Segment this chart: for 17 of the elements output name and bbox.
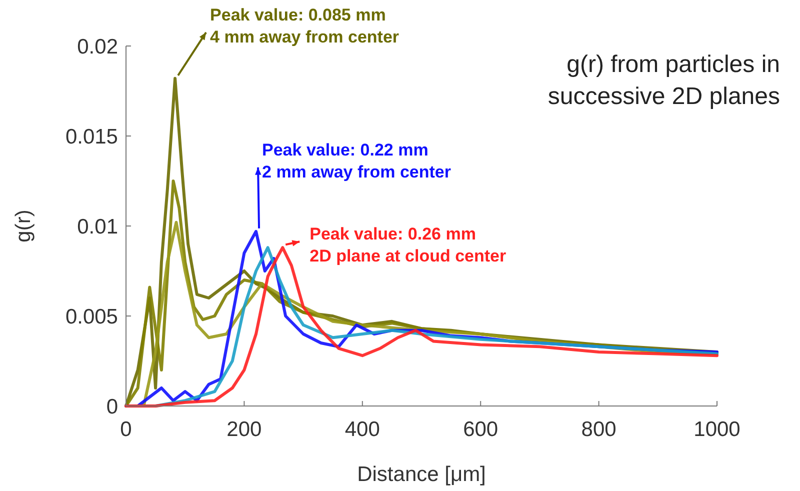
x-tick-label: 600 — [463, 418, 498, 441]
x-tick-label: 400 — [344, 418, 380, 441]
y-tick-label: 0 — [106, 395, 118, 418]
x-tick-label: 800 — [581, 418, 616, 441]
y-tick-label: 0.005 — [65, 305, 118, 328]
y-tick-label: 0.01 — [77, 215, 118, 238]
y-tick-label: 0.015 — [65, 125, 118, 148]
annotation: Peak value: 0.26 mm 2D plane at cloud center — [310, 224, 506, 266]
y-tick-label: 0.02 — [77, 35, 118, 58]
x-tick-label: 200 — [226, 418, 262, 441]
y-axis-title: g(r) — [12, 210, 35, 242]
x-tick-label: 1000 — [694, 418, 740, 441]
x-axis-title: Distance [μm] — [357, 463, 486, 486]
annotation: Peak value: 0.085 mm 4 mm away from center — [210, 5, 400, 46]
annotation: Peak value: 0.22 mm 2 mm away from center — [262, 140, 452, 182]
text: g(r) from particles in successive 2D planes — [548, 51, 780, 110]
x-tick-label: 0 — [120, 418, 132, 441]
